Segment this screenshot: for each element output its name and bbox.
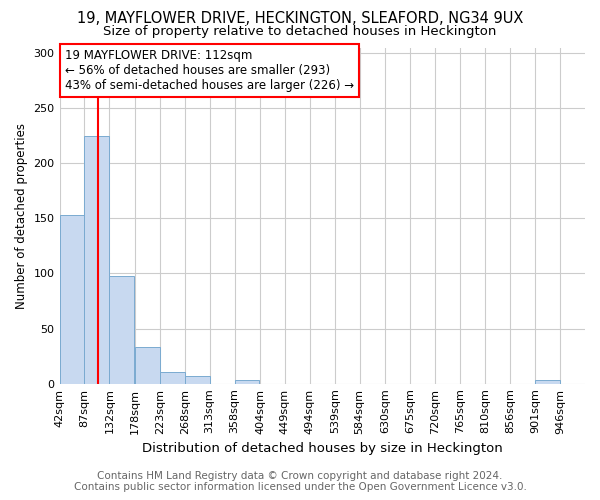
Y-axis label: Number of detached properties: Number of detached properties bbox=[15, 122, 28, 308]
Bar bbox=[135, 348, 160, 384]
Bar bbox=[59, 215, 85, 384]
Bar bbox=[160, 372, 185, 384]
X-axis label: Distribution of detached houses by size in Heckington: Distribution of detached houses by size … bbox=[142, 442, 503, 455]
Bar bbox=[235, 380, 259, 384]
Text: Size of property relative to detached houses in Heckington: Size of property relative to detached ho… bbox=[103, 25, 497, 38]
Bar bbox=[109, 276, 134, 384]
Text: 19, MAYFLOWER DRIVE, HECKINGTON, SLEAFORD, NG34 9UX: 19, MAYFLOWER DRIVE, HECKINGTON, SLEAFOR… bbox=[77, 11, 523, 26]
Bar bbox=[535, 380, 560, 384]
Text: Contains HM Land Registry data © Crown copyright and database right 2024.
Contai: Contains HM Land Registry data © Crown c… bbox=[74, 471, 526, 492]
Text: 19 MAYFLOWER DRIVE: 112sqm
← 56% of detached houses are smaller (293)
43% of sem: 19 MAYFLOWER DRIVE: 112sqm ← 56% of deta… bbox=[65, 49, 354, 92]
Bar bbox=[85, 136, 109, 384]
Bar bbox=[185, 376, 209, 384]
